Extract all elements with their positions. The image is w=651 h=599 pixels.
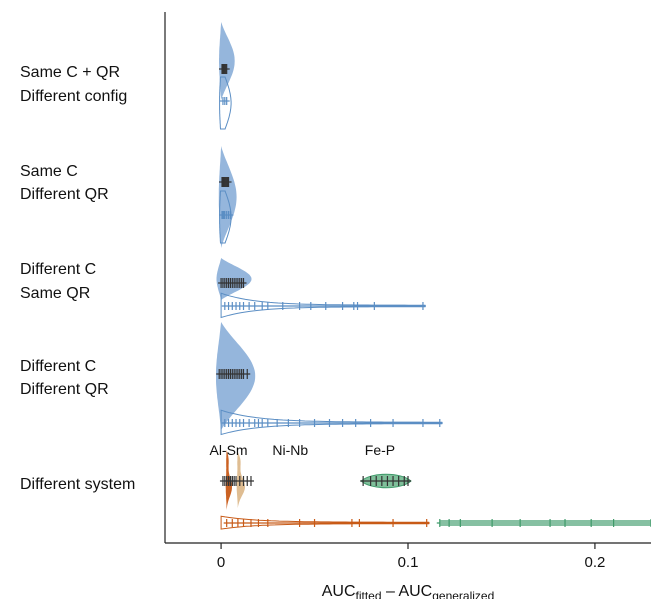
category-label: Same QR: [20, 285, 90, 302]
lower-violin: [219, 76, 232, 130]
lower-violin-orange: [220, 515, 430, 530]
lower-violin: [220, 409, 443, 436]
category-label: Different QR: [20, 186, 109, 203]
system-violin-Ni-Nb: [236, 452, 245, 508]
x-axis-label: AUCfitted – AUCgeneralized: [322, 583, 495, 599]
category-label: Different C: [20, 261, 96, 278]
category-labels: Same C + QR Different config Same C Differe…: [20, 64, 135, 493]
upper-violin: [219, 22, 235, 100]
system-annotations: Al-Sm Ni-Nb Fe-P: [209, 442, 395, 458]
system-label-Fe-P: Fe-P: [365, 442, 395, 458]
x-tick-label: 0: [217, 554, 225, 571]
category-label: Different C: [20, 358, 96, 375]
x-tick-label: 0.1: [398, 554, 419, 571]
category-label: Different QR: [20, 381, 109, 398]
x-tick-label: 0.2: [584, 554, 605, 571]
category-label: Different system: [20, 476, 135, 493]
point-markers: [216, 64, 651, 527]
system-label-Ni-Nb: Ni-Nb: [272, 442, 308, 458]
x-axis: 0 0.1 0.2 AUCfitted – AUCgeneralized: [217, 543, 605, 599]
lower-violin: [220, 292, 426, 319]
category-label: Same C + QR: [20, 64, 120, 81]
lower-violin: [219, 190, 232, 244]
category-label: Same C: [20, 163, 78, 180]
system-label-Al-Sm: Al-Sm: [209, 442, 247, 458]
category-label: Different config: [20, 88, 127, 105]
